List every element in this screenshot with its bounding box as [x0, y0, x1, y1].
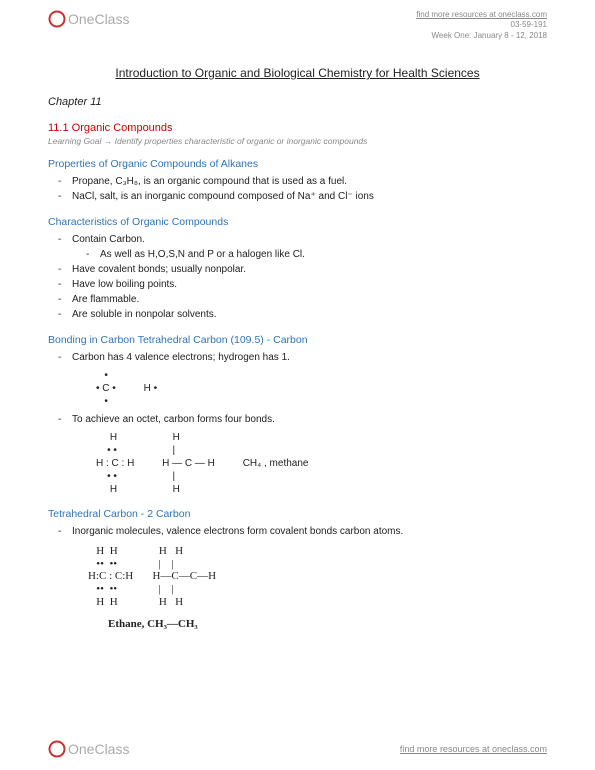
one-icon: [48, 10, 66, 28]
learning-goal-label: Learning Goal: [48, 136, 101, 146]
list-tetra2: Inorganic molecules, valence electrons f…: [48, 524, 547, 539]
list-item: Have covalent bonds; usually nonpolar.: [72, 262, 547, 277]
list-item: Contain Carbon.: [72, 232, 547, 247]
list-item: Propane, C₃H₈, is an organic compound th…: [72, 174, 547, 189]
course-code: 03-59-191: [416, 20, 547, 30]
list-item: Inorganic molecules, valence electrons f…: [72, 524, 547, 539]
ethane-structure: H H H H •• •• | | H:C : C:H H—C—C—H •• •…: [48, 545, 547, 608]
subhead-tetra2: Tetrahedral Carbon - 2 Carbon: [48, 508, 547, 520]
subhead-characteristics: Characteristics of Organic Compounds: [48, 216, 547, 228]
methane-structure: H H • • | H : C : H H — C — H CH₄ , meth…: [48, 431, 547, 496]
list-item: To achieve an octet, carbon forms four b…: [72, 412, 547, 427]
lewis-dot-c-h: • • C • H • •: [48, 369, 547, 408]
footer-link[interactable]: find more resources at oneclass.com: [400, 744, 547, 754]
brand-logo-footer: OneClass: [48, 740, 129, 758]
methane-label: CH₄ , methane: [243, 458, 309, 469]
list-properties: Propane, C₃H₈, is an organic compound th…: [48, 174, 547, 204]
page-content: Introduction to Organic and Biological C…: [48, 66, 547, 630]
ethane-label: Ethane, CH₃—CH₃: [48, 618, 547, 630]
learning-goal-text: → Identify properties characteristic of …: [104, 136, 368, 146]
footer-bar: OneClass find more resources at oneclass…: [48, 740, 547, 758]
brand-text: OneClass: [68, 11, 129, 27]
brand-logo: OneClass: [48, 10, 129, 28]
header-bar: OneClass find more resources at oneclass…: [48, 10, 547, 41]
list-bonding: Carbon has 4 valence electrons; hydrogen…: [48, 350, 547, 365]
list-subitem: As well as H,O,S,N and P or a halogen li…: [100, 247, 547, 262]
list-item: Carbon has 4 valence electrons; hydrogen…: [72, 350, 547, 365]
brand-text-footer: OneClass: [68, 741, 129, 757]
one-icon: [48, 740, 66, 758]
list-item: NaCl, salt, is an inorganic compound com…: [72, 189, 547, 204]
chapter-label: Chapter 11: [48, 96, 547, 108]
list-item: Are soluble in nonpolar solvents.: [72, 307, 547, 322]
resources-link[interactable]: find more resources at oneclass.com: [416, 10, 547, 20]
list-item: Have low boiling points.: [72, 277, 547, 292]
subhead-bonding: Bonding in Carbon Tetrahedral Carbon (10…: [48, 334, 547, 346]
week-text: Week One: January 8 - 12, 2018: [416, 31, 547, 41]
subhead-properties: Properties of Organic Compounds of Alkan…: [48, 158, 547, 170]
learning-goal: Learning Goal → Identify properties char…: [48, 136, 547, 146]
list-item: Are flammable.: [72, 292, 547, 307]
page-title: Introduction to Organic and Biological C…: [48, 66, 547, 80]
list-bonding-2: To achieve an octet, carbon forms four b…: [48, 412, 547, 427]
header-right: find more resources at oneclass.com 03-5…: [416, 10, 547, 41]
section-number: 11.1 Organic Compounds: [48, 122, 547, 134]
list-characteristics: Contain Carbon. As well as H,O,S,N and P…: [48, 232, 547, 322]
